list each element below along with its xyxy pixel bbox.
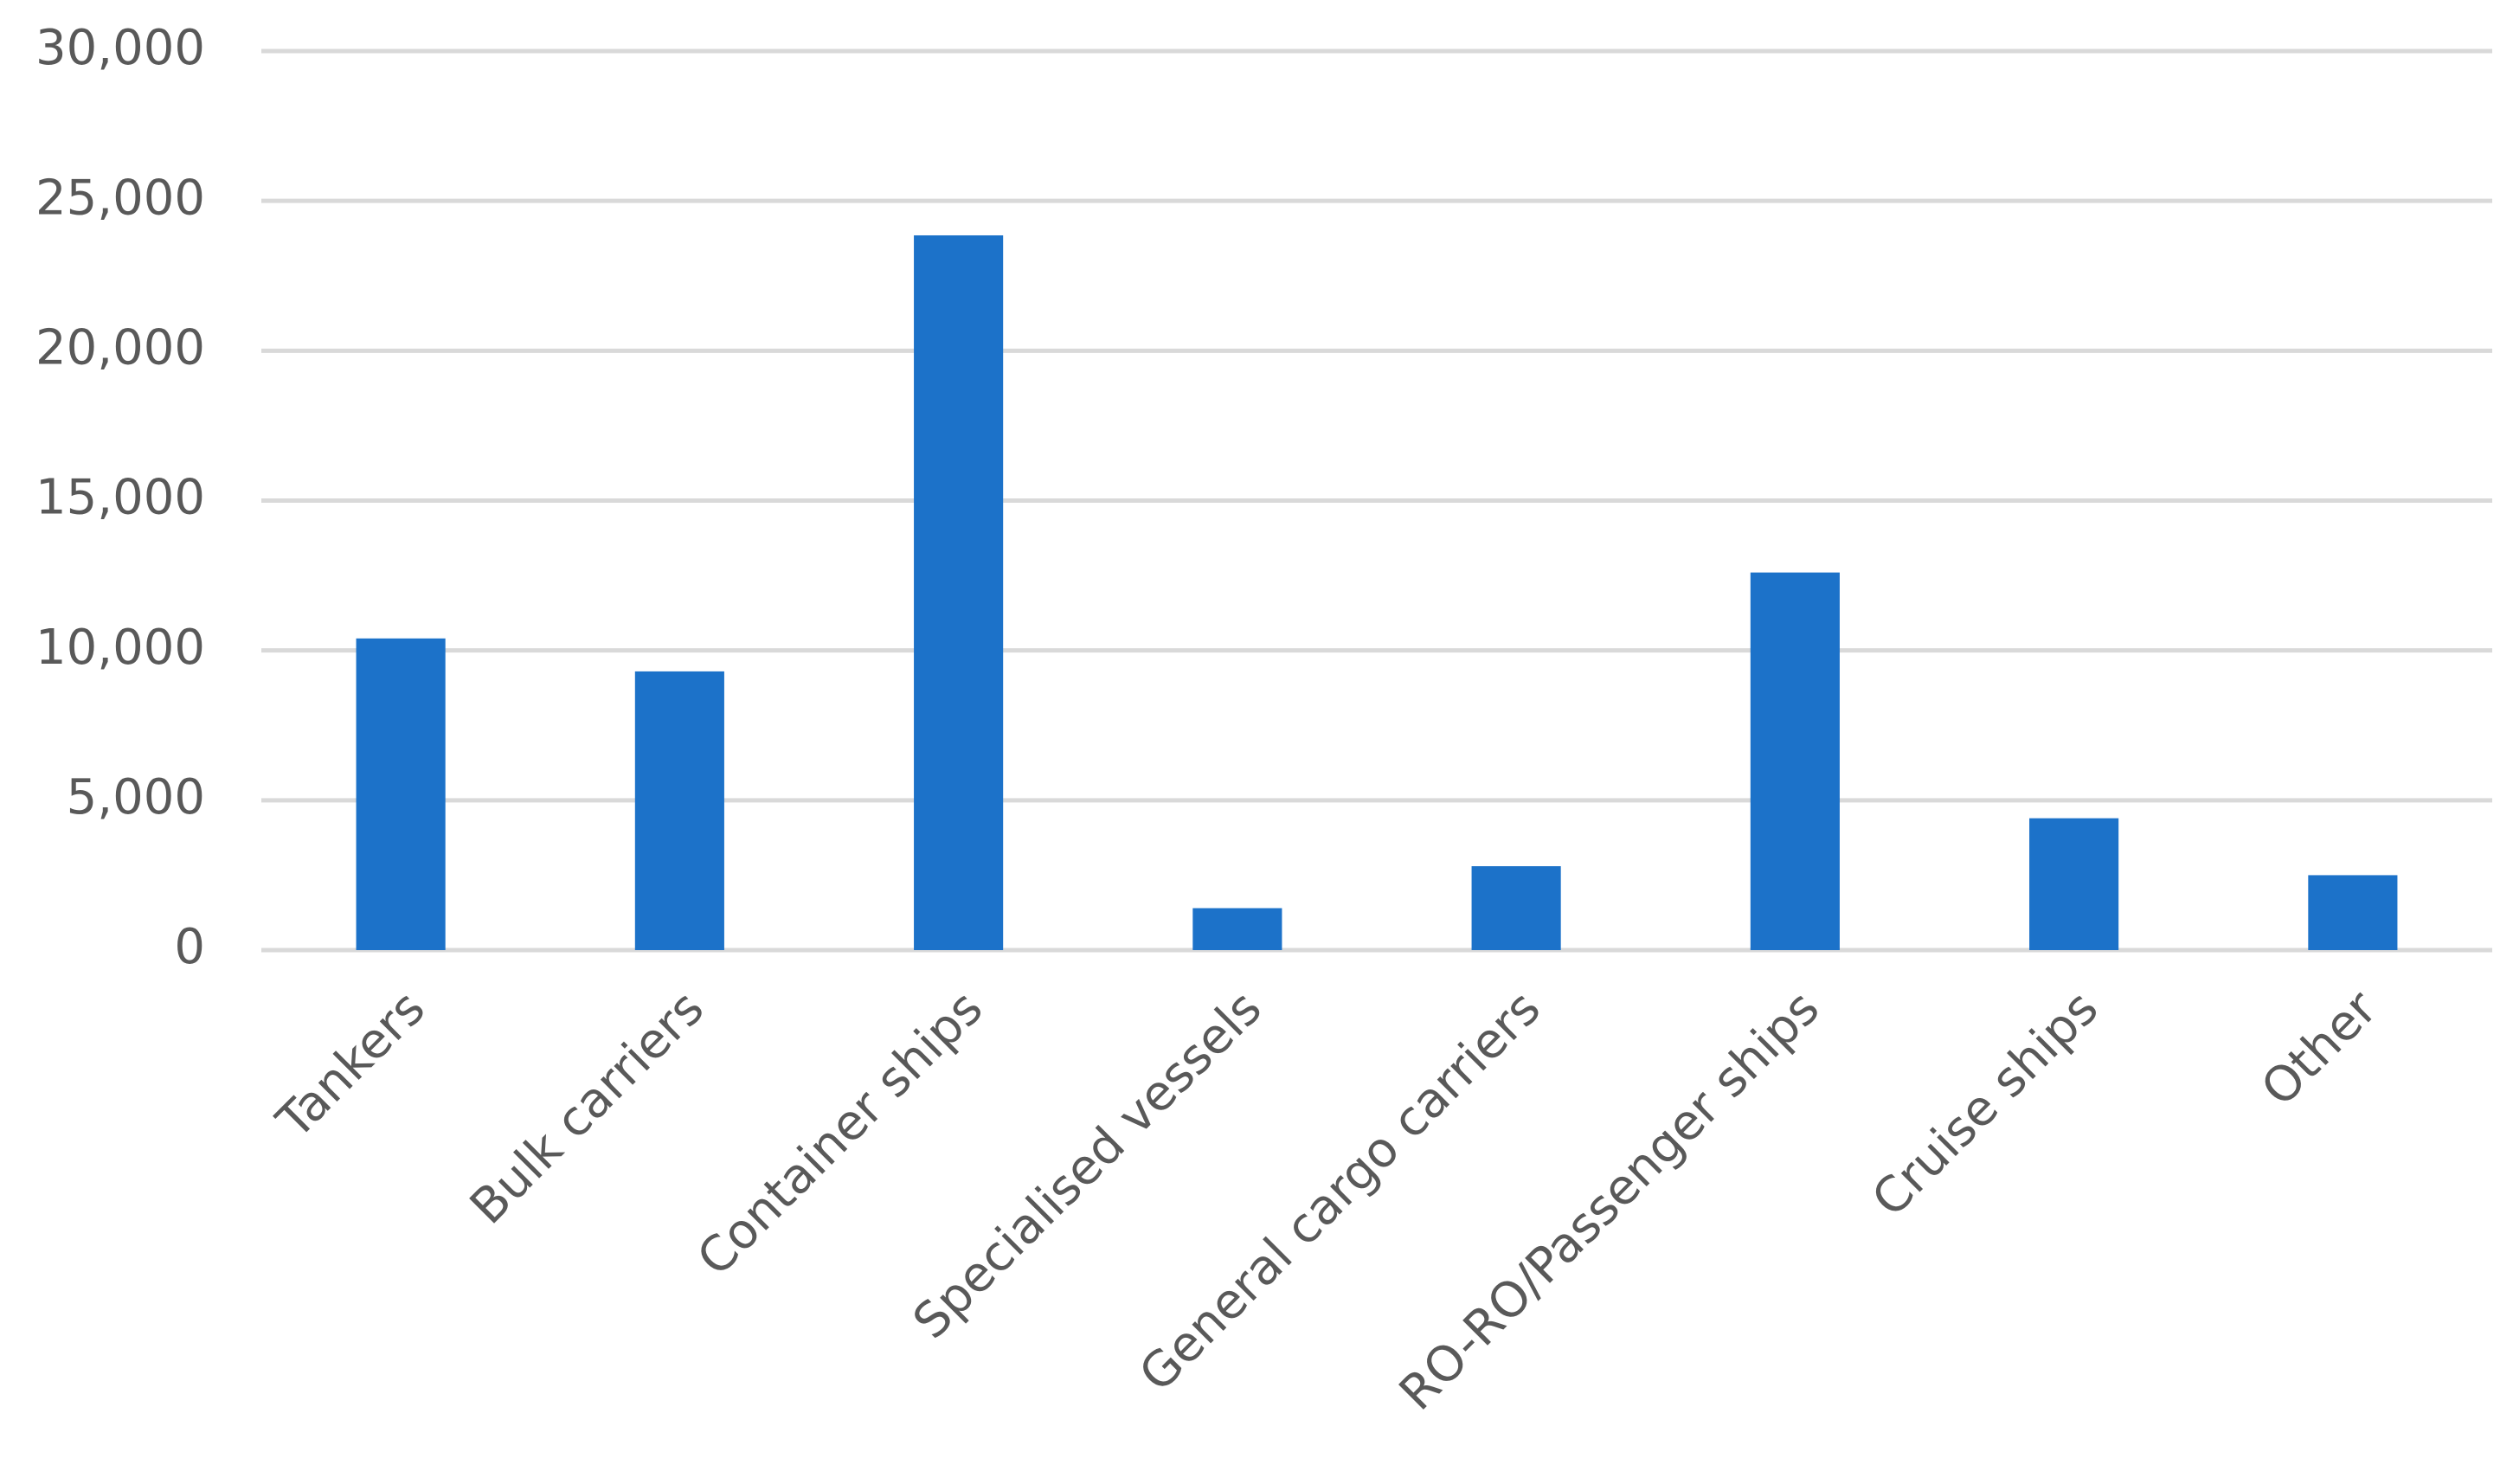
x-tick-label: Bulk carriers	[460, 980, 715, 1236]
bar	[914, 234, 1004, 950]
x-tick-label: Container ships	[687, 980, 994, 1288]
y-tick-label: 5,000	[67, 769, 205, 826]
x-tick-label: Other	[2251, 980, 2388, 1117]
y-tick-label: 10,000	[35, 620, 205, 676]
bar	[1192, 908, 1282, 950]
x-tick-label: Cruise ships	[1861, 980, 2109, 1228]
y-tick-label: 30,000	[35, 20, 205, 76]
y-tick-label: 25,000	[35, 170, 205, 226]
x-tick-label: Tankers	[266, 980, 435, 1150]
bar	[2308, 875, 2398, 950]
y-tick-label: 20,000	[35, 319, 205, 376]
y-tick-label: 0	[174, 919, 205, 975]
bar	[356, 638, 446, 950]
bar	[1750, 572, 1840, 950]
bar	[2029, 818, 2119, 950]
bar	[1471, 866, 1561, 950]
bar	[634, 671, 724, 950]
y-tick-label: 15,000	[35, 470, 205, 526]
